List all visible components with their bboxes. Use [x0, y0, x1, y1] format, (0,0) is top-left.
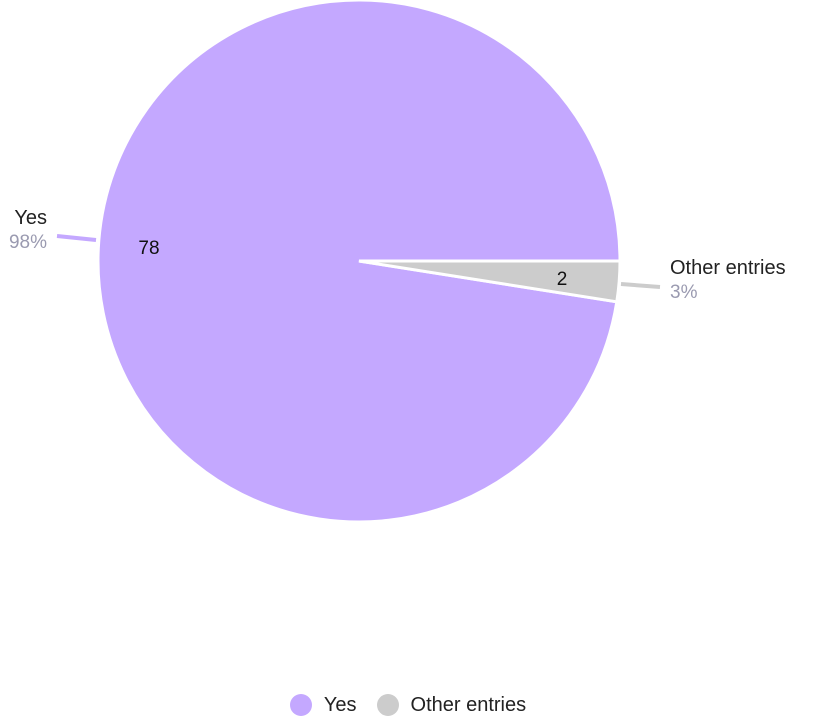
outer-name-label-other-entries: Other entries	[670, 257, 786, 279]
data-label-yes: 78	[138, 238, 159, 259]
outer-percent-label-other-entries: 3%	[670, 282, 698, 303]
legend-swatch-yes	[289, 694, 312, 716]
data-label-other-entries: 2	[557, 269, 568, 290]
legend-swatch-other-entries	[376, 694, 399, 716]
pie-chart-svg: 78 2 Yes 98% Other entries 3%	[9, 0, 786, 524]
legend-item-other-entries[interactable]: Other entries	[376, 693, 527, 717]
leader-line-other-entries	[620, 282, 661, 289]
leader-line-yes	[56, 234, 97, 242]
pie-slice-other-entries[interactable]	[358, 259, 622, 304]
legend-label-yes: Yes	[323, 693, 357, 716]
legend-item-yes[interactable]: Yes	[289, 693, 357, 717]
chart-legend: Yes Other entries	[0, 690, 816, 717]
legend-label-other-entries: Other entries	[410, 693, 527, 716]
outer-percent-label-yes: 98%	[9, 232, 47, 253]
outer-name-label-yes: Yes	[14, 207, 47, 229]
